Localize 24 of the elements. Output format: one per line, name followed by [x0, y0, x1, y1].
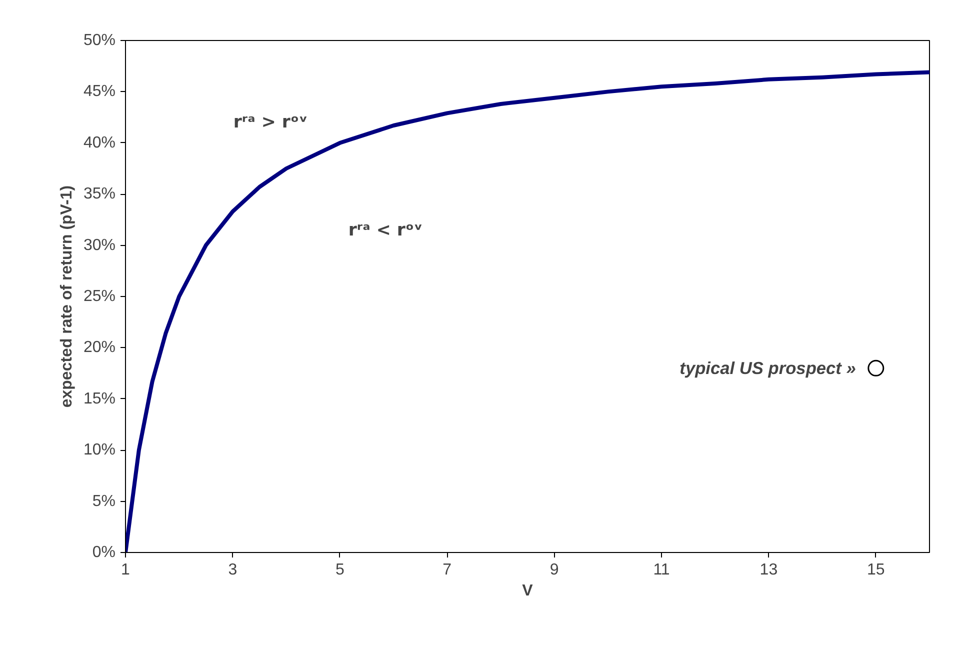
y-tick-label: 30% — [83, 236, 116, 254]
x-tick-label: 13 — [760, 562, 778, 578]
y-tick-label: 5% — [92, 492, 116, 510]
y-axis-title: expected rate of return (pV-1) — [58, 185, 76, 408]
x-tick-label: 9 — [550, 562, 559, 578]
y-tick-label: 35% — [83, 186, 116, 203]
annotation: rʳᵃ > rᵒᵛ — [233, 112, 308, 132]
y-tick-label: 50% — [83, 32, 116, 49]
annotation: typical US prospect » — [680, 358, 856, 378]
y-tick-label: 10% — [83, 442, 116, 459]
y-tick-label: 25% — [83, 288, 116, 305]
x-tick-label: 1 — [121, 562, 130, 578]
annotation: rʳᵃ < rᵒᵛ — [348, 220, 423, 240]
x-tick-label: 7 — [442, 562, 452, 578]
y-tick-label: 45% — [83, 83, 116, 100]
y-tick-label: 15% — [83, 390, 116, 408]
y-tick-label: 0% — [92, 544, 116, 561]
y-tick-label: 20% — [83, 339, 116, 356]
y-tick-label: 40% — [83, 134, 116, 152]
x-tick-label: 3 — [228, 562, 238, 578]
x-axis-title: V — [522, 582, 534, 600]
x-tick-label: 5 — [335, 562, 344, 578]
x-tick-label: 15 — [867, 562, 885, 578]
x-tick-label: 11 — [653, 562, 670, 578]
